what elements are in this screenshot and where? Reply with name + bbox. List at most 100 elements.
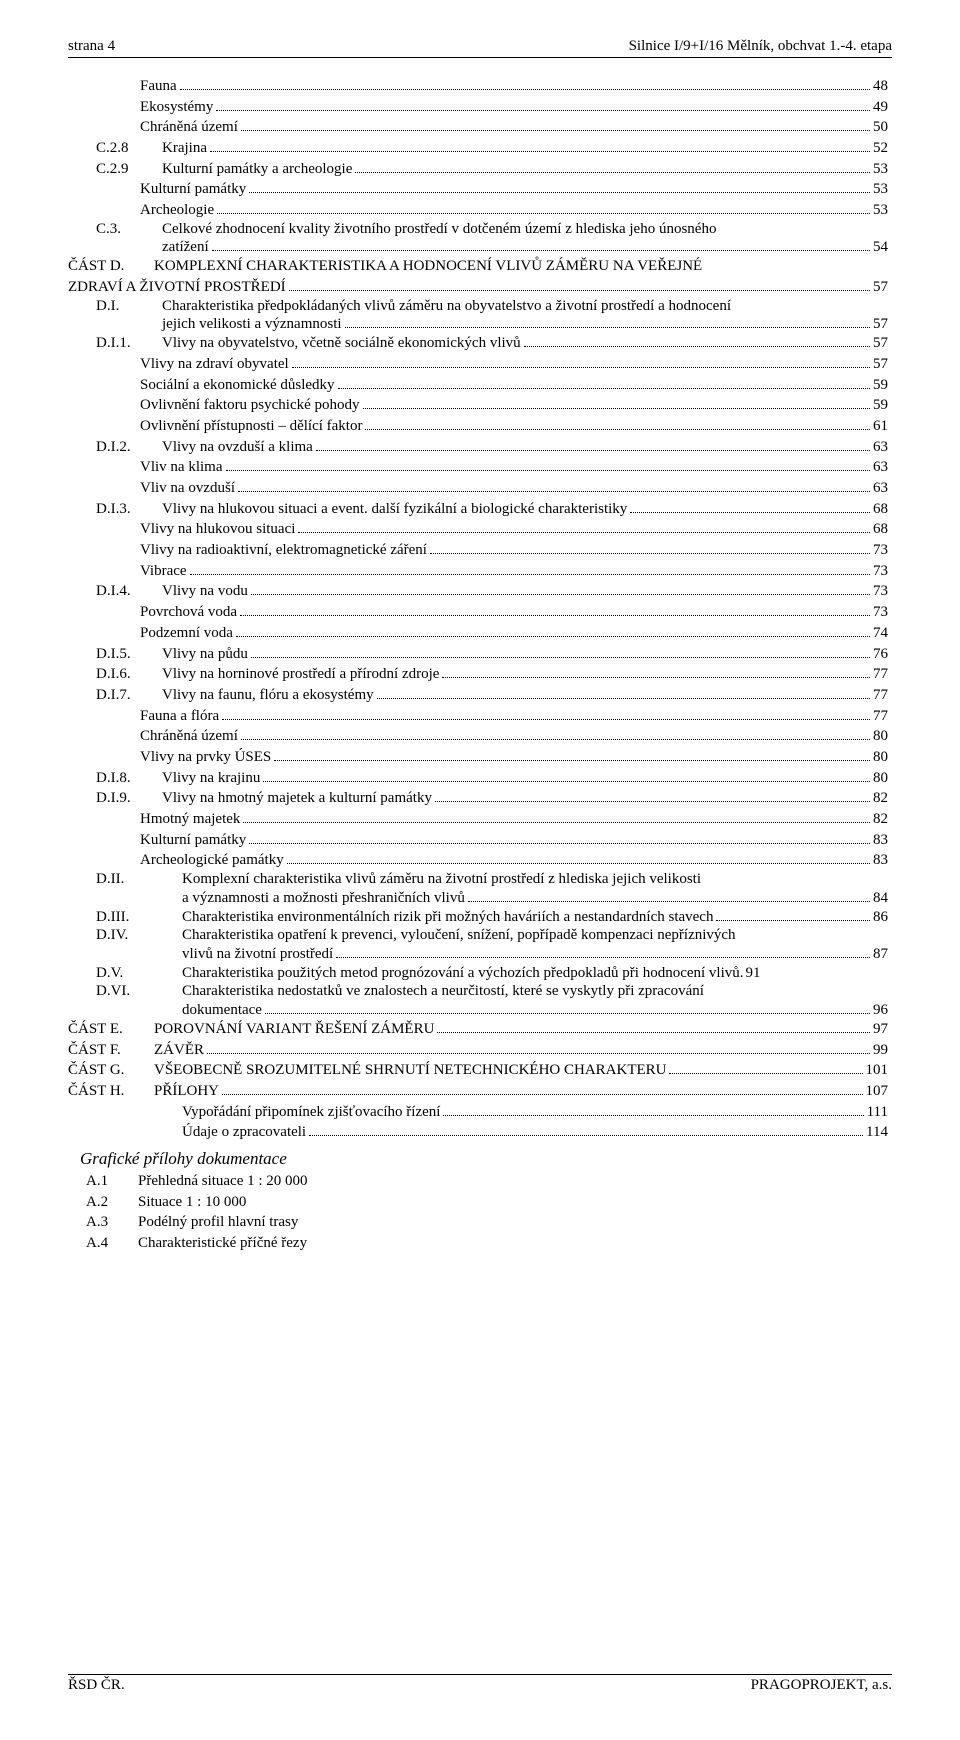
toc-entry: D.I. Charakteristika předpokládaných vli… [96, 298, 888, 334]
toc-page: 84 [873, 890, 888, 907]
toc-page: 107 [866, 1081, 889, 1102]
toc-leaders [212, 238, 870, 252]
toc-leaders [435, 789, 870, 803]
toc-leaders [251, 582, 870, 596]
toc-number: D.I. [96, 298, 162, 315]
toc-leaders [443, 1102, 863, 1116]
toc-label: Chráněná území [140, 117, 238, 138]
toc-page: 53 [873, 159, 888, 180]
toc-entry: Vlivy na hlukovou situaci68 [96, 519, 888, 540]
toc-page: 96 [873, 1002, 888, 1019]
toc-number: ČÁST H. [68, 1081, 154, 1102]
toc-label: Charakteristika předpokládaných vlivů zá… [162, 298, 731, 315]
toc-number: C.2.9 [96, 159, 162, 180]
toc-label: Údaje o zpracovateli [182, 1122, 306, 1143]
toc-label: Fauna a flóra [140, 706, 219, 727]
attachment-item: A.3Podélný profil hlavní trasy [86, 1212, 892, 1233]
toc-label: zatížení [162, 239, 209, 256]
toc-entry: Vliv na klima63 [96, 457, 888, 478]
toc-page: 63 [873, 457, 888, 478]
toc-leaders [716, 907, 870, 921]
document-title: Silnice I/9+I/16 Mělník, obchvat 1.-4. e… [629, 38, 892, 55]
toc-page: 63 [873, 437, 888, 458]
attachment-item: A.4Charakteristické příčné řezy [86, 1233, 892, 1254]
toc-page: 99 [873, 1040, 888, 1061]
toc-number: ČÁST G. [68, 1060, 154, 1081]
toc-number: D.I.9. [96, 788, 162, 809]
toc-page: 87 [873, 946, 888, 963]
toc-entry: D.I.5.Vlivy na půdu76 [96, 644, 888, 665]
toc-leaders [287, 851, 870, 865]
toc-page: 77 [873, 685, 888, 706]
toc-number: D.I.2. [96, 437, 162, 458]
toc-page: 83 [873, 850, 888, 871]
attachment-item: A.1Přehledná situace 1 : 20 000 [86, 1171, 892, 1192]
toc-leaders [222, 1082, 862, 1096]
toc-entry: Povrchová voda 73 [96, 602, 888, 623]
toc-label: Vlivy na půdu [162, 644, 248, 665]
toc-page: 111 [867, 1102, 888, 1123]
toc-page: 52 [873, 138, 888, 159]
toc-leaders [468, 888, 870, 902]
toc-leaders [241, 118, 870, 132]
toc-label: VŠEOBECNĚ SROZUMITELNÉ SHRNUTÍ NETECHNIC… [154, 1060, 666, 1081]
toc-label: Ovlivnění přístupnosti – dělící faktor [140, 416, 362, 437]
toc-entry: D.I.9.Vlivy na hmotný majetek a kulturní… [96, 788, 888, 809]
toc-leaders [190, 561, 870, 575]
toc-entry: Hmotný majetek82 [96, 809, 888, 830]
toc-page: 68 [873, 499, 888, 520]
toc-entry: D.V. Charakteristika použitých metod pro… [96, 963, 888, 984]
toc-number: D.IV. [96, 927, 182, 944]
toc-page: 59 [873, 375, 888, 396]
toc-page: 73 [873, 602, 888, 623]
toc-entry: Ovlivnění faktoru psychické pohody 59 [96, 395, 888, 416]
toc-label: Krajina [162, 138, 207, 159]
toc-page: 80 [873, 726, 888, 747]
toc-entry: C.3. Celkové zhodnocení kvality životníh… [96, 221, 888, 257]
toc-entry: D.I.7.Vlivy na faunu, flóru a ekosystémy… [96, 685, 888, 706]
toc-number: D.I.6. [96, 664, 162, 685]
attachments-heading: Grafické přílohy dokumentace [80, 1149, 892, 1169]
toc-page: 76 [873, 644, 888, 665]
toc-page: 57 [873, 277, 888, 298]
toc-page: 80 [873, 768, 888, 789]
toc-label: Povrchová voda [140, 602, 237, 623]
toc-page: 86 [873, 907, 888, 928]
toc-entry: Sociální a ekonomické důsledky59 [96, 375, 888, 396]
toc-page: 49 [873, 97, 888, 118]
toc-leaders [524, 334, 870, 348]
toc-label: Vlivy na hmotný majetek a kulturní památ… [162, 788, 432, 809]
toc-label: Ovlivnění faktoru psychické pohody [140, 395, 360, 416]
toc-entry: Vlivy na radioaktivní, elektromagnetické… [96, 540, 888, 561]
toc-entry: C.2.8Krajina52 [96, 138, 888, 159]
toc-number: D.I.4. [96, 581, 162, 602]
toc-entry: Archeologie53 [96, 200, 888, 221]
toc-entry: Ovlivnění přístupnosti – dělící faktor61 [96, 416, 888, 437]
toc-label: Vlivy na faunu, flóru a ekosystémy [162, 685, 374, 706]
toc-page: 73 [873, 540, 888, 561]
toc-entry: D.I.1.Vlivy na obyvatelstvo, včetně soci… [96, 333, 888, 354]
toc-entry: Chráněná území80 [96, 726, 888, 747]
toc-label: vlivů na životní prostředí [182, 946, 333, 963]
toc-leaders [238, 479, 870, 493]
toc-label: ZDRAVÍ A ŽIVOTNÍ PROSTŘEDÍ [68, 277, 286, 298]
toc-leaders [365, 416, 870, 430]
toc-page: 59 [873, 395, 888, 416]
toc-leaders [630, 499, 870, 513]
toc-entry: C.2.9Kulturní památky a archeologie53 [96, 159, 888, 180]
toc-label: Komplexní charakteristika vlivů záměru n… [182, 871, 701, 888]
toc-leaders [430, 541, 870, 555]
toc-entry: D.I.3.Vlivy na hlukovou situaci a event.… [96, 499, 888, 520]
toc-entry: Vlivy na prvky ÚSES80 [96, 747, 888, 768]
toc-leaders [216, 97, 870, 111]
toc-label: PŘÍLOHY [154, 1081, 219, 1102]
toc-label: Kulturní památky [140, 179, 246, 200]
toc-page: 73 [873, 561, 888, 582]
toc-number: D.I.3. [96, 499, 162, 520]
toc-label: Archeologie [140, 200, 214, 221]
footer-right: PRAGOPROJEKT, a.s. [751, 1677, 892, 1694]
toc-label: jejich velikosti a významnosti [162, 316, 342, 333]
toc-number: D.I.1. [96, 333, 162, 354]
toc-leaders [240, 603, 870, 617]
toc-label: Hmotný majetek [140, 809, 240, 830]
